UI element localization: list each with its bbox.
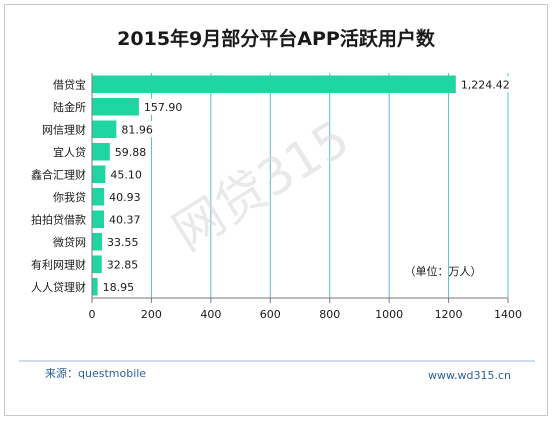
category-label: 微贷网 xyxy=(53,235,86,249)
value-label: 1,224.42 xyxy=(461,78,510,91)
value-label: 157.90 xyxy=(144,101,183,114)
bar xyxy=(92,210,104,229)
category-label: 网信理财 xyxy=(42,122,86,136)
value-label-bg xyxy=(106,188,146,205)
x-tick-label: 1200 xyxy=(435,308,463,321)
category-label: 人人贷理财 xyxy=(31,280,86,294)
value-label-bg xyxy=(99,278,139,295)
chart-svg: 网贷315 2015年9月部分平台APP活跃用户数 借贷宝 1,224.42陆金所… xyxy=(19,27,535,382)
x-tick-label: 0 xyxy=(89,308,96,321)
value-label-bg xyxy=(140,98,187,115)
bar xyxy=(92,187,105,206)
x-tick-label: 200 xyxy=(141,308,162,321)
chart-title: 2015年9月部分平台APP活跃用户数 xyxy=(117,27,436,50)
value-label: 81.96 xyxy=(121,123,152,136)
bar xyxy=(92,97,139,116)
category-label: 你我贷 xyxy=(53,190,86,204)
value-label-bg xyxy=(103,233,143,250)
bar xyxy=(92,232,102,251)
value-label-bg xyxy=(103,256,143,273)
x-tick-label: 600 xyxy=(260,308,281,321)
category-label: 借贷宝 xyxy=(53,77,86,91)
value-label-bg xyxy=(118,121,158,138)
bar xyxy=(92,120,117,139)
category-label: 鑫合汇理财 xyxy=(31,167,86,181)
bar xyxy=(92,277,98,296)
bar xyxy=(92,255,102,274)
value-label: 18.95 xyxy=(103,281,135,294)
value-label-bg xyxy=(111,143,151,160)
value-label: 40.37 xyxy=(109,213,141,226)
bar xyxy=(92,142,110,161)
website-label: www.wd315.cn xyxy=(428,369,511,382)
category-label: 拍拍贷借款 xyxy=(31,212,86,226)
chart-frame: 网贷315 2015年9月部分平台APP活跃用户数 借贷宝 1,224.42 陆金所… xyxy=(4,4,548,416)
bar xyxy=(92,75,456,94)
category-label: 有利网理财 xyxy=(31,257,86,271)
bar xyxy=(92,165,106,184)
value-label: 40.93 xyxy=(109,191,140,204)
bars-layer: 借贷宝 1,224.42 陆金所 157.90 网信理财 81.96 宜人贷 59.88 鑫合汇… xyxy=(31,75,517,296)
category-label: 宜人贷 xyxy=(53,145,86,159)
grid-layer xyxy=(150,73,509,298)
value-label: 59.88 xyxy=(115,146,146,159)
source-label: 来源：questmobile xyxy=(45,366,146,380)
x-tick-label: 400 xyxy=(200,308,221,321)
unit-label: （单位：万人） xyxy=(405,264,482,278)
value-label-bg xyxy=(105,211,145,228)
x-tick-label: 1000 xyxy=(375,308,403,321)
value-label-bg xyxy=(107,166,147,183)
value-label: 45.10 xyxy=(110,168,142,181)
x-tick-label: 1400 xyxy=(494,308,522,321)
value-label: 32.85 xyxy=(107,258,138,271)
x-tick-label: 800 xyxy=(319,308,340,321)
value-label-bg xyxy=(457,76,517,93)
axis-layer: 0 200 400 600 800 1000 1200 1400 xyxy=(89,73,522,321)
category-label: 陆金所 xyxy=(53,100,86,114)
value-label: 33.55 xyxy=(107,236,139,249)
